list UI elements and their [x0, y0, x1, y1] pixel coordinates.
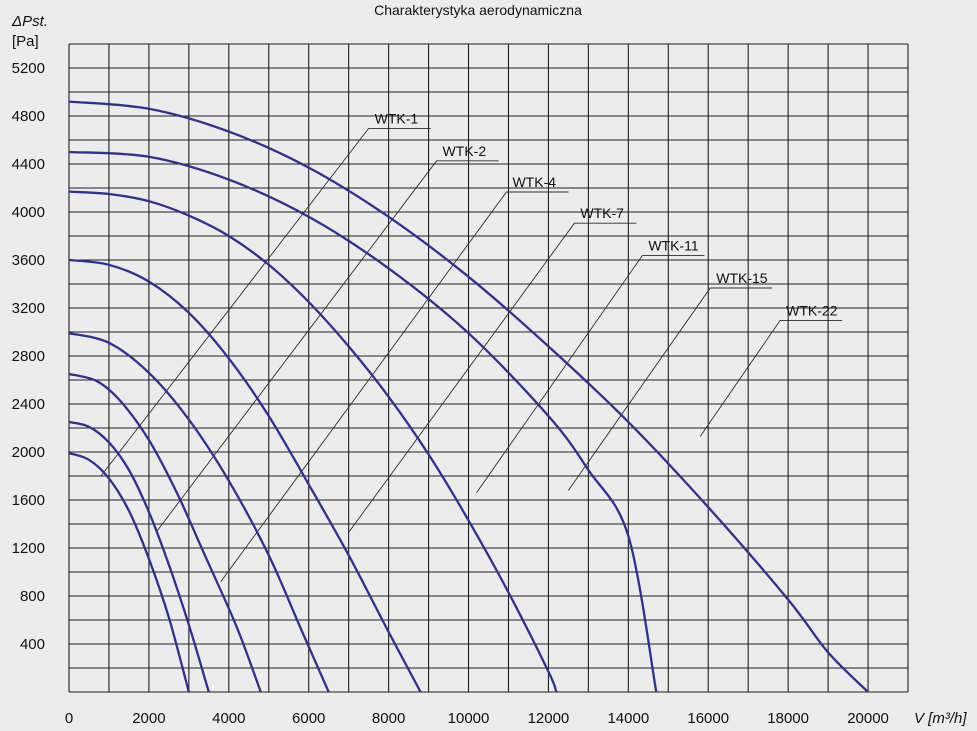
series-curve	[68, 332, 330, 693]
x-tick-label: 20000	[847, 710, 889, 727]
series-curve	[68, 372, 262, 693]
series-label: WTK-7	[580, 205, 624, 221]
y-tick-label: 2000	[12, 444, 45, 461]
y-tick-label: 4000	[12, 204, 45, 221]
y-tick-label: 1600	[12, 492, 45, 509]
y-tick-label: 2800	[12, 348, 45, 365]
series-labels: WTK-1 WTK-2 WTK-4 WTK-7 WTK-11 WTK-15 WTK-22	[375, 110, 838, 318]
y-tick-label: 1200	[12, 540, 45, 557]
series-label: WTK-22	[786, 302, 838, 318]
series-leader-line	[100, 127, 431, 477]
x-tick-label: 6000	[292, 710, 325, 727]
y-tick-label: 5200	[12, 60, 45, 77]
curves	[68, 100, 869, 693]
y-tick-label: 2400	[12, 396, 45, 413]
series-curve	[68, 420, 210, 693]
x-tick-label: 12000	[528, 710, 570, 727]
series-leader-line	[476, 255, 705, 494]
series-leader-line	[568, 287, 773, 491]
series-curve	[68, 190, 558, 693]
series-label: WTK-15	[716, 270, 768, 286]
series-label: WTK-2	[443, 143, 487, 159]
x-tick-label: 8000	[372, 710, 405, 727]
series-curve	[68, 100, 869, 693]
series-label: WTK-11	[648, 238, 699, 254]
x-tick-label: 10000	[448, 710, 490, 727]
x-tick-label: 16000	[687, 710, 729, 727]
y-axis-label-quantity: ΔPst.	[11, 13, 48, 30]
x-tick-label: 2000	[132, 710, 165, 727]
chart-title: Charakterystyka aerodynamiczna	[374, 2, 582, 18]
y-tick-label: 800	[20, 588, 45, 605]
x-tick-label: 14000	[607, 710, 649, 727]
tick-labels: 0 2000 4000 6000 8000 10000 12000 14000 16000 180…	[12, 60, 889, 727]
x-tick-label: 4000	[212, 710, 245, 727]
x-tick-label: 18000	[767, 710, 809, 727]
series-curve	[68, 150, 658, 693]
series-leader-line	[220, 191, 569, 582]
y-tick-label: 3200	[12, 300, 45, 317]
y-tick-label: 4400	[12, 156, 45, 173]
series-leader-line	[699, 319, 843, 437]
series-leader-line	[156, 160, 499, 532]
series-leader-line	[348, 222, 637, 533]
y-tick-label: 400	[20, 636, 45, 653]
series-curve	[68, 452, 190, 693]
label-leader-lines	[100, 127, 843, 582]
grid	[68, 43, 909, 693]
series-label: WTK-4	[512, 174, 556, 190]
series-label: WTK-1	[375, 110, 419, 126]
x-axis-label: V [m³/h]	[914, 710, 967, 727]
y-tick-label: 3600	[12, 252, 45, 269]
y-axis-label-unit: [Pa]	[12, 33, 39, 50]
x-tick-label: 0	[65, 710, 73, 727]
series-curve	[68, 258, 422, 693]
y-tick-label: 4800	[12, 108, 45, 125]
